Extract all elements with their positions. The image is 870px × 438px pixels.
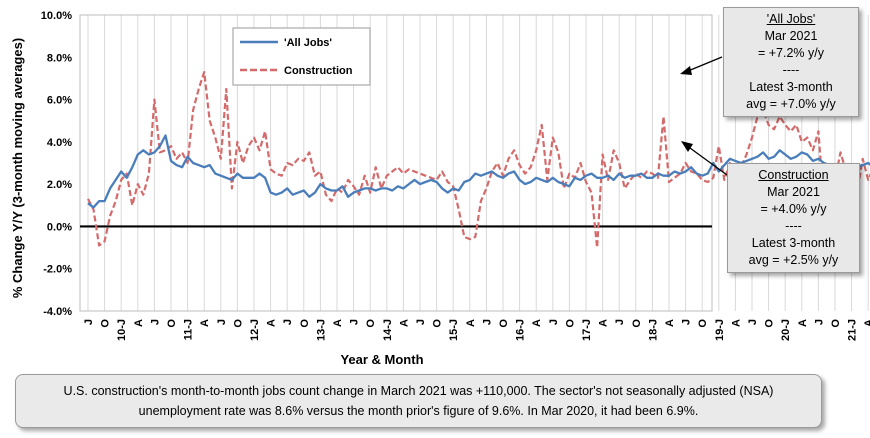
x-tick-label: J [349,319,361,325]
x-tick-label: O [166,319,178,328]
x-axis-ticks: J O 10-J A J O 11-J A J O 12-J A J O 13-J A J O 14-J A J O 15-… [83,319,870,341]
arrow-head-all-jobs [680,66,692,75]
callout-construction-title: Construction [758,168,829,182]
x-tick-label: A [664,319,676,327]
x-tick-label: A [398,319,410,327]
x-tick-label: O [100,319,112,328]
x-tick-label: A [199,319,211,327]
x-tick-label: A [598,319,610,327]
callout-all-jobs-line2: = +7.2% y/y [757,46,824,60]
x-tick-label: 13-J [315,319,327,341]
arrow-construction [689,147,728,176]
x-tick-label: 10-J [116,319,128,341]
x-tick-label: J [481,319,493,325]
footnote-box: U.S. construction's month-to-month jobs … [15,374,822,428]
x-tick-label: J [747,319,759,325]
callout-all-jobs-line1: Mar 2021 [764,29,818,43]
y-tick-label: -4.0% [43,306,72,318]
callout-construction-line3: Latest 3-month [751,236,836,250]
callout-construction: Construction Mar 2021 = +4.0% y/y ---- L… [727,163,860,273]
callout-all-jobs-line3: Latest 3-month [749,80,833,94]
x-tick-label: O [631,319,643,328]
x-tick-label: A [332,319,344,327]
x-tick-label: O [830,319,842,328]
x-tick-label: J [149,319,161,325]
y-tick-label: 6.0% [47,95,72,107]
callout-all-jobs-sep: ---- [782,63,800,77]
x-tick-label: J [216,319,228,325]
callout-arrows [680,56,728,176]
x-tick-label: J [282,319,294,325]
x-tick-label: O [764,319,776,328]
legend-box [232,27,371,86]
arrow-all-jobs [687,56,723,72]
callout-all-jobs-line4: avg = +7.0% y/y [746,97,836,111]
x-tick-label: 15-J [448,319,460,341]
x-tick-label: O [564,319,576,328]
y-axis-title: % Change Y/Y (3-month moving averages) [10,38,25,298]
x-tick-label: J [614,319,626,325]
x-tick-label: A [863,319,870,327]
y-axis-ticks: -4.0% -2.0% 0.0% 2.0% 4.0% 6.0% 8.0% 10.0% [41,10,72,318]
x-tick-label: J [83,319,95,325]
x-tick-label: 18-J [647,319,659,341]
x-tick-label: J [681,319,693,325]
x-tick-label: O [365,319,377,328]
x-tick-label: 11-J [183,319,195,340]
x-tick-label: O [432,319,444,328]
series-all-jobs-line [87,134,870,209]
callout-construction-line1: Mar 2021 [767,185,820,199]
x-tick-label: O [498,319,510,328]
x-tick-label: A [797,319,809,327]
y-tick-label: 8.0% [47,52,72,64]
x-tick-label: A [133,319,145,327]
x-tick-label: J [415,319,427,325]
x-tick-label: 19-J [714,319,726,341]
y-tick-label: 0.0% [47,221,72,233]
x-tick-label: A [730,319,742,327]
callout-all-jobs-title: 'All Jobs' [766,12,816,26]
legend: 'All Jobs' Construction [232,27,371,86]
x-tick-label: O [299,319,311,328]
legend-label-all-jobs: 'All Jobs' [284,37,332,49]
y-tick-label: 2.0% [47,179,72,191]
x-tick-label: 20-J [780,319,792,341]
y-tick-label: 4.0% [47,137,72,149]
callout-all-jobs: 'All Jobs' Mar 2021 = +7.2% y/y ---- Lat… [723,7,859,117]
arrow-head-construction [681,141,693,152]
line-chart: -4.0%-2.0%0.0%2.0%4.0%6.0%8.0%10.0% J O 10… [10,10,870,367]
x-axis-title: Year & Month [340,352,423,367]
x-tick-label: O [232,319,244,328]
x-tick-label: A [531,319,543,327]
x-tick-label: J [548,319,560,325]
callout-construction-line2: = +4.0% y/y [760,202,827,216]
y-tick-label: -2.0% [43,264,72,276]
x-tick-label: A [266,319,278,327]
x-tick-label: A [465,319,477,327]
x-tick-label: O [697,319,709,328]
y-tick-label: 10.0% [41,10,72,22]
legend-label-construction: Construction [284,65,353,77]
callout-construction-line4: avg = +2.5% y/y [748,253,839,267]
x-tick-label: 21-J [847,319,859,341]
x-tick-label: 12-J [249,319,261,341]
x-tick-label: 17-J [581,319,593,341]
callout-construction-sep: ---- [785,219,802,233]
x-tick-label: 16-J [515,319,527,341]
x-tick-label: J [813,319,825,325]
x-tick-label: 14-J [382,319,394,341]
